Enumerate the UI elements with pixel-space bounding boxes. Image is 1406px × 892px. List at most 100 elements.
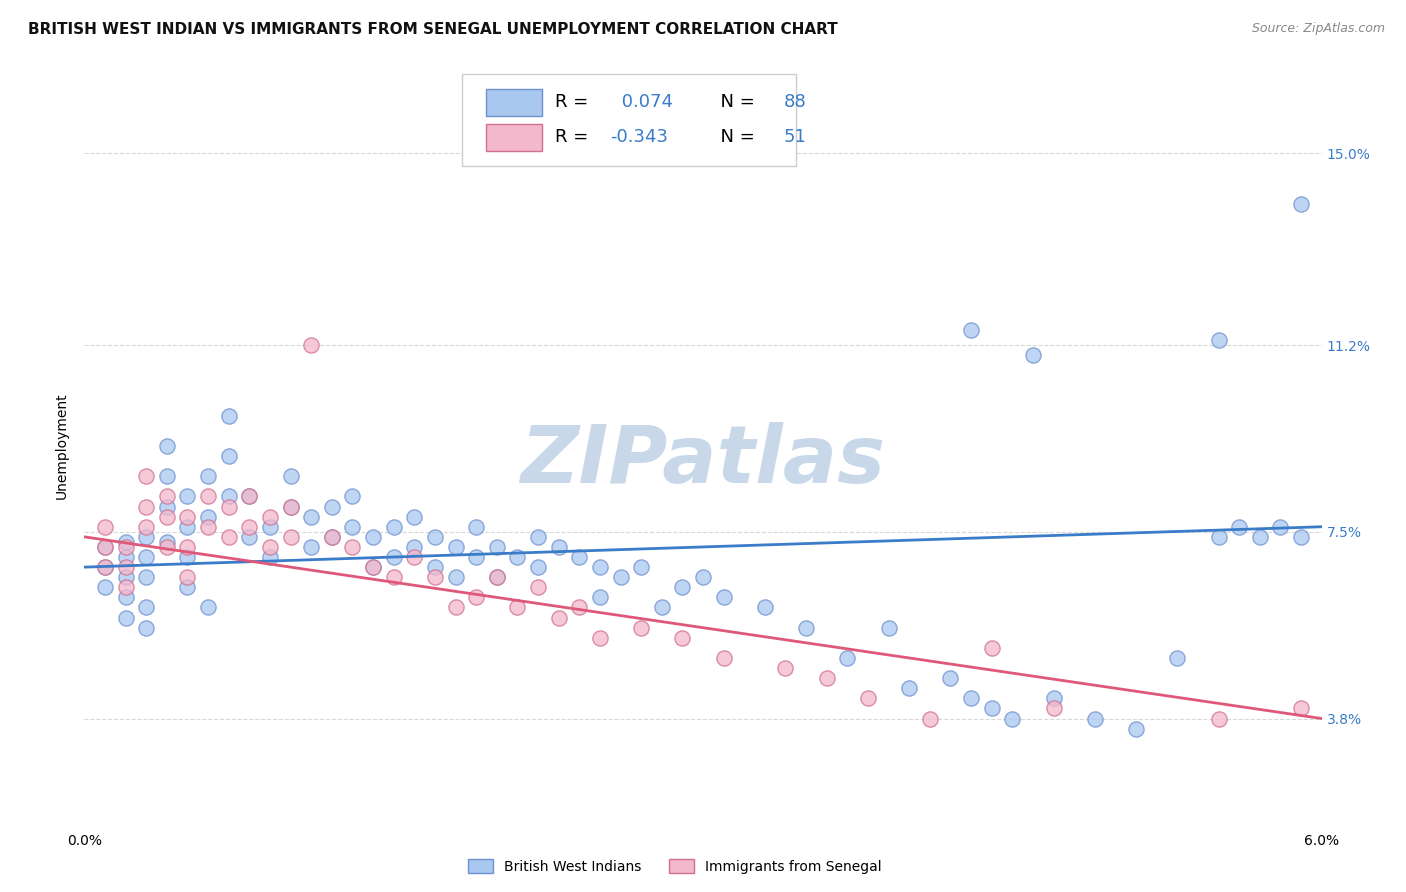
Y-axis label: Unemployment: Unemployment [55, 392, 69, 500]
Point [135, 621, 157, 635]
Point [960, 323, 983, 337]
Text: -0.343: -0.343 [610, 128, 668, 146]
Point [527, 580, 550, 594]
Point [94, 540, 117, 554]
Point [94, 560, 117, 574]
Point [299, 540, 322, 554]
Point [361, 560, 384, 574]
Point [156, 509, 179, 524]
Point [176, 509, 198, 524]
Point [568, 600, 591, 615]
Point [135, 469, 157, 483]
Point [527, 560, 550, 574]
Point [176, 490, 198, 504]
Point [980, 640, 1002, 655]
Point [671, 631, 693, 645]
Point [382, 570, 405, 584]
Point [1270, 520, 1292, 534]
Point [1001, 712, 1024, 726]
Point [280, 469, 302, 483]
Point [589, 560, 612, 574]
Point [630, 621, 652, 635]
Point [176, 549, 198, 564]
Point [423, 570, 446, 584]
Point [465, 549, 488, 564]
Point [1084, 712, 1107, 726]
Text: ZIPatlas: ZIPatlas [520, 422, 886, 500]
Point [94, 560, 117, 574]
Point [589, 591, 612, 605]
Point [1289, 196, 1312, 211]
Point [94, 580, 117, 594]
Point [361, 530, 384, 544]
Text: R =: R = [554, 94, 593, 112]
Point [775, 661, 797, 675]
Point [114, 610, 136, 624]
Point [321, 530, 343, 544]
Legend: British West Indians, Immigrants from Senegal: British West Indians, Immigrants from Se… [461, 852, 889, 880]
Point [94, 520, 117, 534]
Point [485, 570, 508, 584]
Point [1289, 701, 1312, 715]
Point [259, 520, 281, 534]
Text: 0.074: 0.074 [616, 94, 673, 112]
Point [114, 570, 136, 584]
Point [280, 530, 302, 544]
Point [568, 549, 591, 564]
Point [404, 509, 426, 524]
Point [176, 540, 198, 554]
Text: N =: N = [709, 128, 761, 146]
Point [135, 600, 157, 615]
Point [342, 520, 364, 534]
Point [1042, 691, 1064, 706]
Point [218, 449, 240, 463]
Point [1042, 701, 1064, 715]
Point [259, 540, 281, 554]
Point [444, 600, 467, 615]
Text: BRITISH WEST INDIAN VS IMMIGRANTS FROM SENEGAL UNEMPLOYMENT CORRELATION CHART: BRITISH WEST INDIAN VS IMMIGRANTS FROM S… [28, 22, 838, 37]
Point [1125, 722, 1147, 736]
Point [156, 469, 179, 483]
Point [156, 490, 179, 504]
Text: 51: 51 [783, 128, 806, 146]
Point [156, 540, 179, 554]
Point [135, 520, 157, 534]
Point [342, 490, 364, 504]
Point [506, 549, 529, 564]
Point [197, 600, 219, 615]
Text: 88: 88 [783, 94, 806, 112]
Point [960, 691, 983, 706]
Point [259, 549, 281, 564]
Point [877, 621, 900, 635]
Point [114, 540, 136, 554]
Point [589, 631, 612, 645]
Point [444, 570, 467, 584]
Point [465, 520, 488, 534]
Point [1227, 520, 1250, 534]
Point [238, 490, 260, 504]
Point [135, 500, 157, 514]
Point [898, 681, 921, 696]
Point [114, 535, 136, 549]
Point [485, 540, 508, 554]
Point [259, 509, 281, 524]
Point [156, 500, 179, 514]
Point [939, 671, 962, 685]
Point [423, 560, 446, 574]
Point [299, 509, 322, 524]
Point [176, 570, 198, 584]
Point [1289, 530, 1312, 544]
Point [713, 591, 735, 605]
Point [218, 490, 240, 504]
Point [1249, 530, 1271, 544]
Point [238, 520, 260, 534]
Point [671, 580, 693, 594]
FancyBboxPatch shape [486, 89, 543, 116]
Point [280, 500, 302, 514]
Point [176, 520, 198, 534]
Point [156, 439, 179, 453]
Point [218, 409, 240, 423]
Point [609, 570, 631, 584]
Point [815, 671, 838, 685]
Point [135, 549, 157, 564]
